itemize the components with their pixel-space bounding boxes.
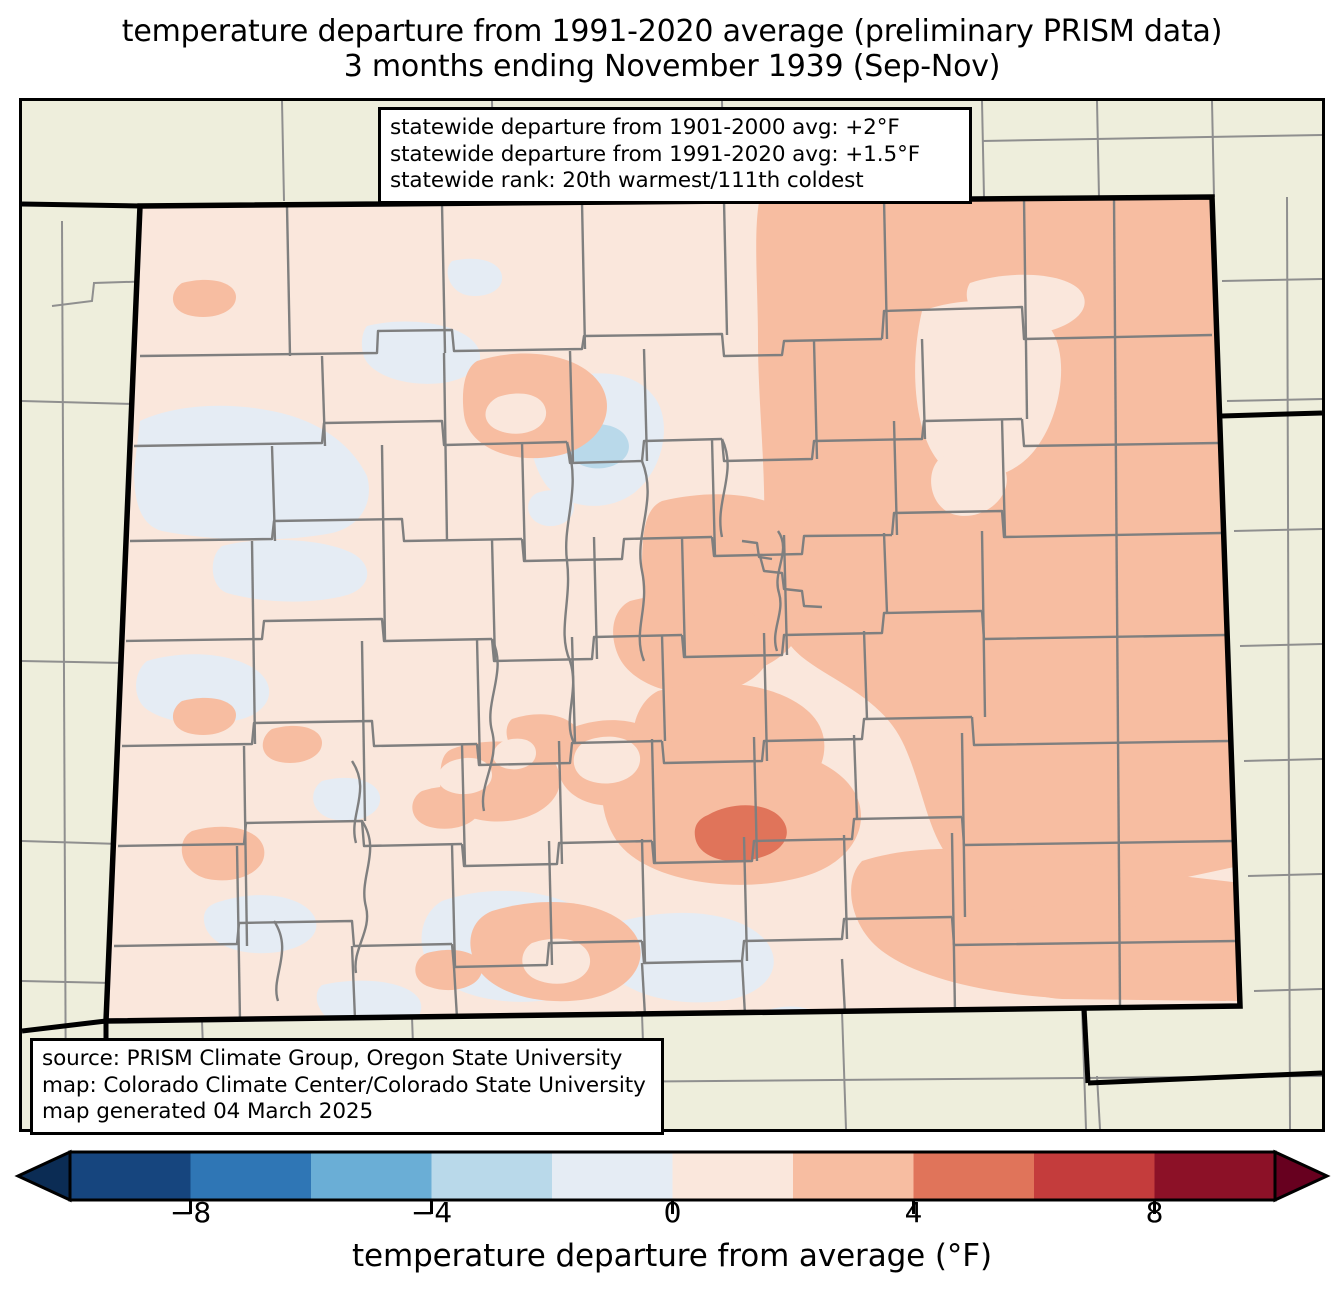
source-attribution-box: source: PRISM Climate Group, Oregon Stat… xyxy=(30,1038,664,1135)
colorbar-block-1 xyxy=(190,1152,312,1200)
colorbar xyxy=(0,1144,1344,1299)
colorbar-swatches xyxy=(14,1149,1331,1214)
page-title: temperature departure from 1991-2020 ave… xyxy=(0,14,1344,85)
source-map-line: map: Colorado Climate Center/Colorado St… xyxy=(42,1072,646,1098)
source-generated-line: map generated 04 March 2025 xyxy=(42,1099,374,1125)
colorbar-block-3 xyxy=(431,1152,553,1200)
colorbar-block-2 xyxy=(311,1152,433,1200)
temperature-departure-raster xyxy=(106,197,1240,1021)
colorbar-block-6 xyxy=(793,1152,915,1200)
band-4-to-6 xyxy=(694,805,787,862)
statewide-stats-box: statewide departure from 1901-2000 avg: … xyxy=(378,107,972,204)
source-data-line: source: PRISM Climate Group, Oregon Stat… xyxy=(42,1046,623,1071)
colorbar-block-9 xyxy=(1154,1152,1276,1200)
stats-departure-1901-2000: statewide departure from 1901-2000 avg: … xyxy=(390,115,900,140)
colorbar-axis-label: temperature departure from average (°F) xyxy=(351,1238,993,1274)
title-line-1: temperature departure from 1991-2020 ave… xyxy=(121,14,1223,49)
colorbar-block-5 xyxy=(672,1152,794,1200)
colorbar-under-arrow xyxy=(14,1149,72,1203)
colorbar-tick-label-2: 0 xyxy=(663,1196,682,1229)
stats-departure-1991-2020: statewide departure from 1991-2020 avg: … xyxy=(390,141,920,167)
colorado-temperature-departure-map xyxy=(22,101,1322,1129)
title-line-2: 3 months ending November 1939 (Sep-Nov) xyxy=(343,49,1001,85)
colorbar-block-7 xyxy=(913,1152,1035,1200)
colorbar-tick-label-1: −4 xyxy=(410,1196,453,1229)
map-canvas xyxy=(19,98,1325,1132)
colorbar-color-blocks xyxy=(14,1149,1331,1203)
colorbar-block-4 xyxy=(552,1152,674,1200)
colorado-county-boundaries xyxy=(113,197,1238,1021)
colorbar-tick-label-3: 4 xyxy=(904,1196,923,1229)
colorbar-block-0 xyxy=(70,1152,192,1200)
colorbar-tick-label-4: 8 xyxy=(1145,1196,1164,1229)
colorbar-over-arrow xyxy=(1273,1149,1331,1203)
colorbar-tick-marks xyxy=(189,1200,1156,1214)
colorbar-block-8 xyxy=(1034,1152,1156,1200)
colorbar-tick-label-0: −8 xyxy=(169,1196,212,1229)
stats-statewide-rank: statewide rank: 20th warmest/111th colde… xyxy=(390,168,864,194)
